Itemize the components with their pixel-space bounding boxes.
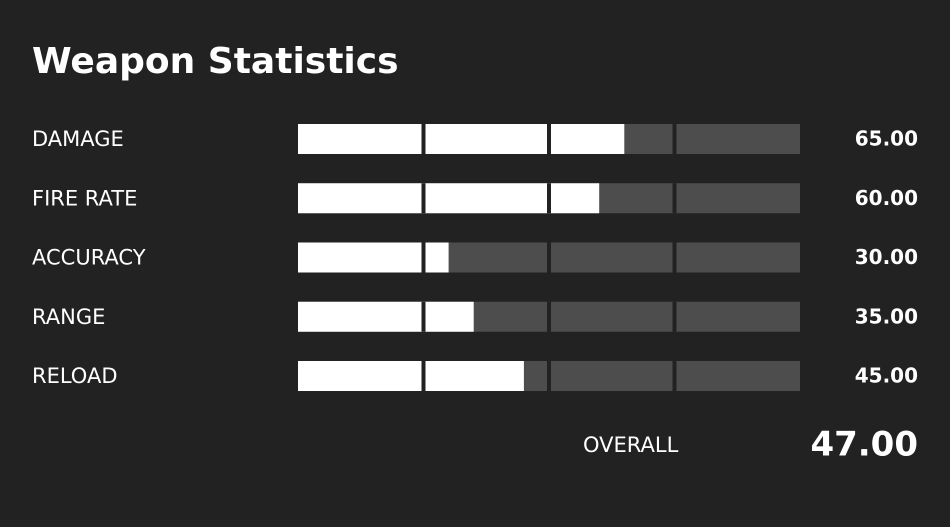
stat-label: ACCURACY: [32, 246, 146, 270]
stat-label: RANGE: [32, 305, 105, 329]
bar-fill: [298, 301, 474, 332]
stat-value: 35.00: [855, 304, 918, 328]
stat-value: 60.00: [855, 186, 918, 210]
bar-fill: [298, 124, 625, 154]
segment-gap: [672, 301, 677, 332]
overall-label: OVERALL: [583, 433, 679, 457]
segment-gap: [547, 183, 551, 214]
bar-fill: [298, 361, 524, 391]
bar-fill: [298, 242, 449, 273]
segment-gap: [421, 361, 426, 391]
segment-gap: [672, 242, 677, 273]
overall-value: 47.00: [810, 425, 918, 465]
segment-gap: [421, 183, 426, 214]
segment-gap: [547, 301, 551, 332]
bar-fill: [298, 183, 600, 214]
segment-gap: [421, 124, 426, 154]
segment-gap: [547, 242, 551, 273]
stat-label: DAMAGE: [32, 127, 124, 151]
stat-value: 45.00: [855, 364, 918, 388]
segment-gap: [421, 301, 426, 332]
stat-value: 65.00: [855, 127, 918, 151]
stat-label: RELOAD: [32, 364, 118, 388]
segment-gap: [547, 124, 551, 154]
stat-label: FIRE RATE: [32, 186, 137, 210]
segment-gap: [672, 361, 677, 391]
panel-title: Weapon Statistics: [32, 41, 399, 82]
segment-gap: [547, 361, 551, 391]
segment-gap: [672, 124, 677, 154]
segment-gap: [421, 242, 426, 273]
segment-gap: [672, 183, 677, 214]
stat-value: 30.00: [855, 245, 918, 269]
